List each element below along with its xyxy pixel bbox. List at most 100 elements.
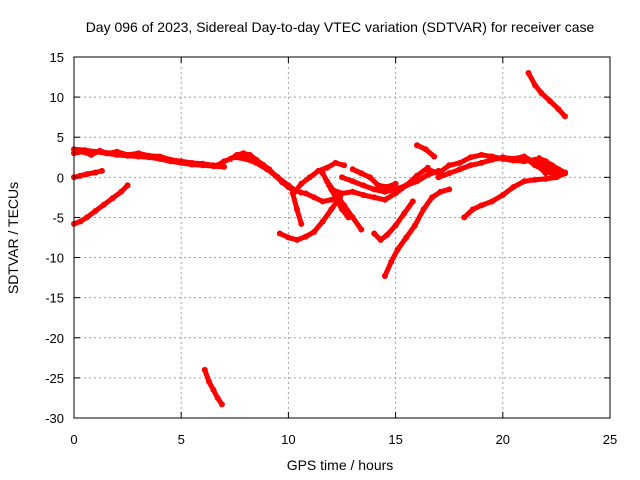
data-point (446, 170, 453, 177)
data-point (83, 171, 90, 178)
y-tick-label: -15 (45, 291, 64, 306)
data-point (392, 180, 399, 187)
data-point (542, 158, 549, 165)
x-axis-label: GPS time / hours (287, 457, 394, 473)
data-point (422, 146, 429, 153)
data-point (92, 208, 99, 214)
data-point (96, 147, 103, 154)
data-point (298, 180, 305, 187)
axis-ticks: 0 5 10 15 20 25 15 10 5 0 -5 -10 -15 -20 -25 -30 (45, 50, 617, 447)
series-s22 (461, 170, 568, 220)
data-point (384, 184, 390, 190)
x-tick-label: 0 (70, 432, 77, 447)
data-point (381, 196, 388, 203)
data-point (358, 170, 365, 177)
data-point (420, 206, 427, 213)
data-point (435, 174, 442, 181)
data-point (403, 234, 410, 241)
data-point (285, 184, 292, 190)
data-point (424, 171, 431, 178)
y-tick-label: -20 (45, 331, 64, 346)
data-point (349, 214, 356, 221)
data-point (206, 378, 213, 385)
data-point (349, 178, 356, 185)
data-point (101, 201, 107, 208)
data-point (92, 169, 99, 176)
data-point (231, 154, 238, 161)
data-point (375, 182, 382, 189)
data-point (156, 153, 163, 160)
data-point (547, 98, 553, 105)
data-point (469, 206, 476, 213)
series-s18 (382, 186, 452, 279)
data-point (562, 169, 568, 176)
data-point (377, 236, 384, 243)
data-point (167, 156, 174, 163)
data-point (542, 167, 549, 174)
plot-frame (73, 56, 611, 419)
data-point (188, 159, 195, 166)
x-tick-label: 5 (178, 432, 185, 447)
y-tick-label: 0 (57, 170, 64, 185)
data-point (437, 188, 444, 195)
data-point (332, 159, 339, 166)
data-point (332, 194, 339, 201)
data-point (456, 159, 463, 166)
data-point (371, 186, 378, 193)
data-point (253, 159, 260, 166)
y-axis-label: SDTVAR / TECUs (5, 182, 21, 294)
y-tick-label: -30 (45, 411, 64, 426)
data-point (146, 152, 152, 159)
data-point (394, 246, 401, 253)
data-point (201, 366, 208, 373)
data-point (240, 150, 247, 157)
data-point (349, 166, 356, 173)
y-tick-label: -10 (45, 251, 64, 266)
data-point (214, 162, 221, 169)
data-point (349, 188, 356, 195)
data-point (467, 154, 474, 161)
data-point (319, 170, 326, 177)
data-point (339, 174, 345, 181)
data-point (298, 220, 305, 227)
data-point (446, 186, 453, 193)
x-tick-label: 10 (281, 432, 295, 447)
data-point (113, 148, 120, 155)
data-point (221, 158, 228, 165)
x-tick-label: 25 (603, 432, 617, 447)
data-point (285, 234, 292, 241)
data-point (276, 230, 283, 237)
data-point (294, 236, 300, 243)
data-point (478, 151, 485, 158)
data-point (311, 228, 318, 235)
data-point (446, 162, 453, 169)
data-point (88, 151, 95, 158)
data-point (467, 162, 474, 169)
data-point (221, 163, 228, 170)
data-point (135, 150, 142, 157)
y-tick-label: -25 (45, 371, 64, 386)
data-point (358, 226, 365, 233)
data-point (264, 166, 270, 173)
data-point (79, 148, 86, 155)
data-point (409, 198, 416, 205)
data-point (289, 190, 296, 197)
data-point (384, 232, 390, 239)
series-s15 (328, 165, 431, 203)
data-point (510, 184, 517, 190)
data-point (319, 198, 326, 205)
data-point (499, 154, 506, 161)
data-point (210, 386, 217, 393)
data-point (381, 273, 388, 279)
x-tick-label: 15 (388, 432, 402, 447)
data-point (403, 182, 410, 189)
data-point (424, 166, 431, 173)
data-point (553, 172, 560, 179)
data-point (311, 194, 318, 201)
data-point (542, 175, 549, 182)
data-point (536, 155, 543, 162)
data-point (302, 190, 309, 197)
data-point (392, 222, 399, 229)
data-point (392, 190, 399, 197)
data-point (429, 194, 435, 201)
